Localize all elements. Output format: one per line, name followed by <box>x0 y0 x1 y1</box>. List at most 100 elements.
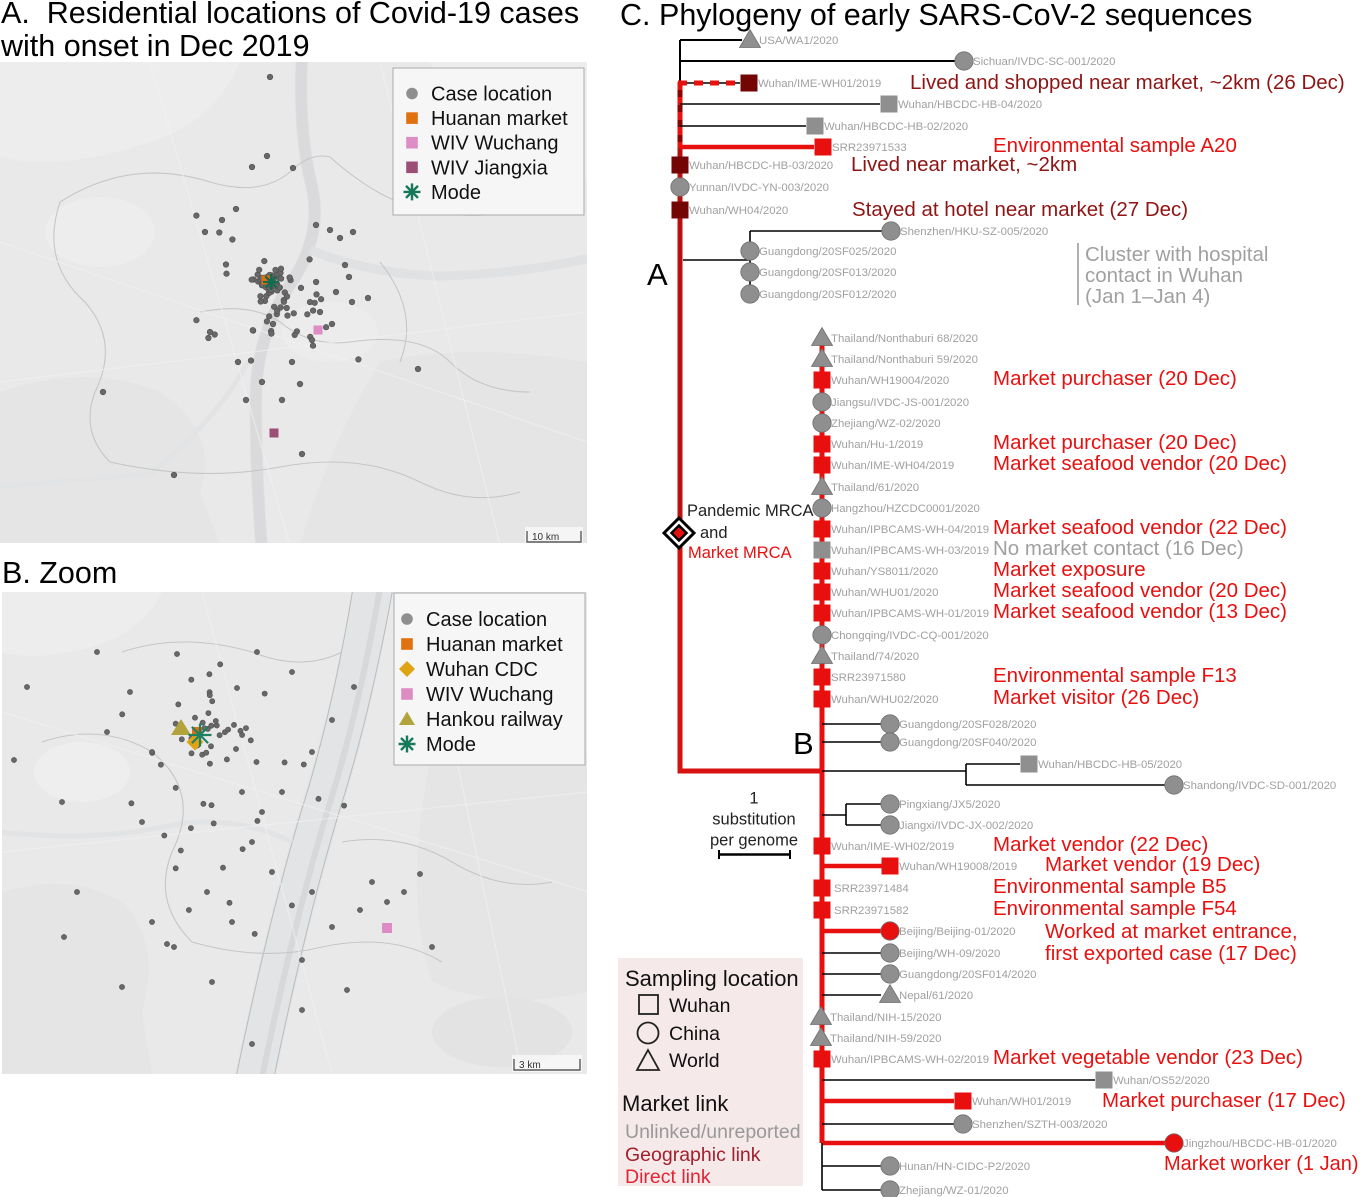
svg-text:Thailand/Nonthaburi 68/2020: Thailand/Nonthaburi 68/2020 <box>831 333 978 345</box>
svg-text:WIV Wuchang: WIV Wuchang <box>431 133 558 155</box>
svg-text:Environmental sample F13: Environmental sample F13 <box>993 664 1237 687</box>
svg-text:Zhejiang/WZ-02/2020: Zhejiang/WZ-02/2020 <box>831 418 941 430</box>
svg-text:Wuhan/WH19008/2019: Wuhan/WH19008/2019 <box>899 861 1017 873</box>
svg-text:WIV Wuchang: WIV Wuchang <box>426 684 553 706</box>
svg-text:SRR23971533: SRR23971533 <box>832 142 907 154</box>
svg-text:Wuhan: Wuhan <box>669 995 730 1017</box>
svg-text:Guangdong/20SF014/2020: Guangdong/20SF014/2020 <box>899 969 1036 981</box>
svg-text:Wuhan/HBCDC-HB-04/2020: Wuhan/HBCDC-HB-04/2020 <box>898 99 1042 111</box>
svg-text:Market seafood vendor (22 Dec): Market seafood vendor (22 Dec) <box>993 516 1287 539</box>
svg-text:Wuhan/IPBCAMS-WH-02/2019: Wuhan/IPBCAMS-WH-02/2019 <box>831 1054 989 1066</box>
svg-text:Guangdong/20SF028/2020: Guangdong/20SF028/2020 <box>899 719 1036 731</box>
svg-text:Stayed at hotel near market (2: Stayed at hotel near market (27 Dec) <box>852 198 1188 221</box>
svg-text:Cluster with hospital: Cluster with hospital <box>1085 243 1268 266</box>
svg-text:Lived and shopped near market,: Lived and shopped near market, ~2km (26 … <box>910 71 1345 94</box>
svg-text:Wuhan/IPBCAMS-WH-01/2019: Wuhan/IPBCAMS-WH-01/2019 <box>831 608 989 620</box>
svg-text:Sampling location: Sampling location <box>625 966 799 991</box>
svg-text:World: World <box>669 1050 720 1072</box>
svg-text:Jiangxi/IVDC-JX-002/2020: Jiangxi/IVDC-JX-002/2020 <box>899 820 1033 832</box>
svg-text:Market exposure: Market exposure <box>993 558 1146 581</box>
svg-text:10 km: 10 km <box>532 532 559 543</box>
svg-text:Wuhan/IPBCAMS-WH-04/2019: Wuhan/IPBCAMS-WH-04/2019 <box>831 524 989 536</box>
svg-text:SRR23971582: SRR23971582 <box>834 905 909 917</box>
svg-text:Market purchaser (20 Dec): Market purchaser (20 Dec) <box>993 431 1237 454</box>
svg-text:Huanan market: Huanan market <box>431 108 568 130</box>
svg-text:Wuhan/WH04/2020: Wuhan/WH04/2020 <box>689 205 788 217</box>
svg-text:Lived near market, ~2km: Lived near market, ~2km <box>851 153 1077 176</box>
svg-text:Wuhan/YS8011/2020: Wuhan/YS8011/2020 <box>831 566 938 578</box>
svg-text:Wuhan/IME-WH01/2019: Wuhan/IME-WH01/2019 <box>758 78 881 90</box>
svg-text:Beijing/Beijing-01/2020: Beijing/Beijing-01/2020 <box>899 926 1016 938</box>
svg-text:Market vendor (19 Dec): Market vendor (19 Dec) <box>1045 853 1260 876</box>
svg-text:(Jan 1–Jan 4): (Jan 1–Jan 4) <box>1085 285 1210 308</box>
svg-text:Wuhan/HBCDC-HB-02/2020: Wuhan/HBCDC-HB-02/2020 <box>824 121 968 133</box>
svg-text:Case location: Case location <box>431 84 552 106</box>
svg-text:substitution: substitution <box>712 811 795 829</box>
svg-text:SRR23971580: SRR23971580 <box>831 672 906 684</box>
svg-text:Yunnan/IVDC-YN-003/2020: Yunnan/IVDC-YN-003/2020 <box>689 182 829 194</box>
svg-text:No market contact (16 Dec): No market contact (16 Dec) <box>993 537 1244 560</box>
svg-text:per genome: per genome <box>710 832 798 850</box>
svg-text:Environmental sample B5: Environmental sample B5 <box>993 875 1227 898</box>
svg-text:Shenzhen/SZTH-003/2020: Shenzhen/SZTH-003/2020 <box>972 1119 1108 1131</box>
svg-text:Worked at market entrance,: Worked at market entrance, <box>1045 920 1298 943</box>
svg-text:Market purchaser (20 Dec): Market purchaser (20 Dec) <box>993 367 1237 390</box>
svg-text:Wuhan/HBCDC-HB-03/2020: Wuhan/HBCDC-HB-03/2020 <box>689 160 833 172</box>
svg-text:Market vendor (22 Dec): Market vendor (22 Dec) <box>993 833 1208 856</box>
svg-text:Guangdong/20SF040/2020: Guangdong/20SF040/2020 <box>899 737 1036 749</box>
svg-text:first exported case (17 Dec): first exported case (17 Dec) <box>1045 942 1297 965</box>
svg-text:Thailand/74/2020: Thailand/74/2020 <box>831 651 919 663</box>
svg-text:Wuhan/IME-WH02/2019: Wuhan/IME-WH02/2019 <box>831 841 954 853</box>
svg-text:USA/WA1/2020: USA/WA1/2020 <box>759 35 838 47</box>
svg-text:Wuhan/Hu-1/2019: Wuhan/Hu-1/2019 <box>831 439 923 451</box>
svg-text:Jingzhou/HBCDC-HB-01/2020: Jingzhou/HBCDC-HB-01/2020 <box>1183 1138 1337 1150</box>
svg-text:Thailand/NIH-59/2020: Thailand/NIH-59/2020 <box>830 1033 941 1045</box>
svg-text:Market link: Market link <box>622 1091 729 1116</box>
svg-text:Hangzhou/HZCDC0001/2020: Hangzhou/HZCDC0001/2020 <box>831 503 980 515</box>
svg-text:Case location: Case location <box>426 609 547 631</box>
svg-text:SRR23971484: SRR23971484 <box>834 883 909 895</box>
svg-text:Environmental sample F54: Environmental sample F54 <box>993 897 1237 920</box>
svg-text:Wuhan/IME-WH04/2019: Wuhan/IME-WH04/2019 <box>831 460 954 472</box>
svg-text:Jiangsu/IVDC-JS-001/2020: Jiangsu/IVDC-JS-001/2020 <box>831 397 969 409</box>
svg-text:Geographic link: Geographic link <box>625 1144 761 1166</box>
svg-text:Market vegetable vendor (23 De: Market vegetable vendor (23 Dec) <box>993 1046 1303 1069</box>
svg-text:Wuhan/WHU02/2020: Wuhan/WHU02/2020 <box>831 694 938 706</box>
svg-text:Wuhan/OS52/2020: Wuhan/OS52/2020 <box>1113 1075 1210 1087</box>
svg-text:Environmental sample A20: Environmental sample A20 <box>993 134 1237 157</box>
svg-text:Wuhan/WHU01/2020: Wuhan/WHU01/2020 <box>831 587 938 599</box>
svg-text:Wuhan/HBCDC-HB-05/2020: Wuhan/HBCDC-HB-05/2020 <box>1038 759 1182 771</box>
svg-text:Market purchaser (17 Dec): Market purchaser (17 Dec) <box>1102 1089 1346 1112</box>
svg-text:Hunan/HN-CIDC-P2/2020: Hunan/HN-CIDC-P2/2020 <box>899 1161 1030 1173</box>
svg-text:Zhejiang/WZ-01/2020: Zhejiang/WZ-01/2020 <box>899 1185 1009 1197</box>
svg-text:Chongqing/IVDC-CQ-001/2020: Chongqing/IVDC-CQ-001/2020 <box>831 630 989 642</box>
svg-text:Market seafood vendor (13 Dec): Market seafood vendor (13 Dec) <box>993 600 1287 623</box>
svg-text:China: China <box>669 1023 720 1045</box>
svg-text:1: 1 <box>749 790 758 808</box>
svg-text:Beijing/WH-09/2020: Beijing/WH-09/2020 <box>899 948 1000 960</box>
svg-text:Market seafood vendor (20 Dec): Market seafood vendor (20 Dec) <box>993 452 1287 475</box>
svg-text:Market seafood vendor (20 Dec): Market seafood vendor (20 Dec) <box>993 579 1287 602</box>
svg-text:Market visitor (26 Dec): Market visitor (26 Dec) <box>993 686 1199 709</box>
svg-text:3 km: 3 km <box>519 1060 541 1071</box>
svg-text:Wuhan/WH01/2019: Wuhan/WH01/2019 <box>972 1096 1071 1108</box>
svg-text:Thailand/Nonthaburi 59/2020: Thailand/Nonthaburi 59/2020 <box>831 354 978 366</box>
svg-text:B: B <box>793 726 814 761</box>
svg-text:Guangdong/20SF012/2020: Guangdong/20SF012/2020 <box>759 289 896 301</box>
svg-text:WIV Jiangxia: WIV Jiangxia <box>431 157 549 179</box>
svg-text:Market worker (1 Jan): Market worker (1 Jan) <box>1164 1153 1359 1175</box>
svg-text:contact in Wuhan: contact in Wuhan <box>1085 264 1243 287</box>
svg-text:Hankou railway: Hankou railway <box>426 709 563 731</box>
svg-text:and: and <box>700 524 728 542</box>
svg-text:Thailand/NIH-15/2020: Thailand/NIH-15/2020 <box>830 1012 941 1024</box>
svg-text:A: A <box>647 257 668 292</box>
svg-text:Shandong/IVDC-SD-001/2020: Shandong/IVDC-SD-001/2020 <box>1183 780 1336 792</box>
svg-text:Pandemic MRCA: Pandemic MRCA <box>687 502 814 520</box>
svg-text:Wuhan/IPBCAMS-WH-03/2019: Wuhan/IPBCAMS-WH-03/2019 <box>831 545 989 557</box>
svg-text:Sichuan/IVDC-SC-001/2020: Sichuan/IVDC-SC-001/2020 <box>973 56 1115 68</box>
svg-text:Wuhan/WH19004/2020: Wuhan/WH19004/2020 <box>831 375 949 387</box>
svg-text:Mode: Mode <box>431 182 481 204</box>
svg-text:Mode: Mode <box>426 734 476 756</box>
svg-text:Pingxiang/JX5/2020: Pingxiang/JX5/2020 <box>899 799 1000 811</box>
svg-text:Guangdong/20SF013/2020: Guangdong/20SF013/2020 <box>759 267 896 279</box>
